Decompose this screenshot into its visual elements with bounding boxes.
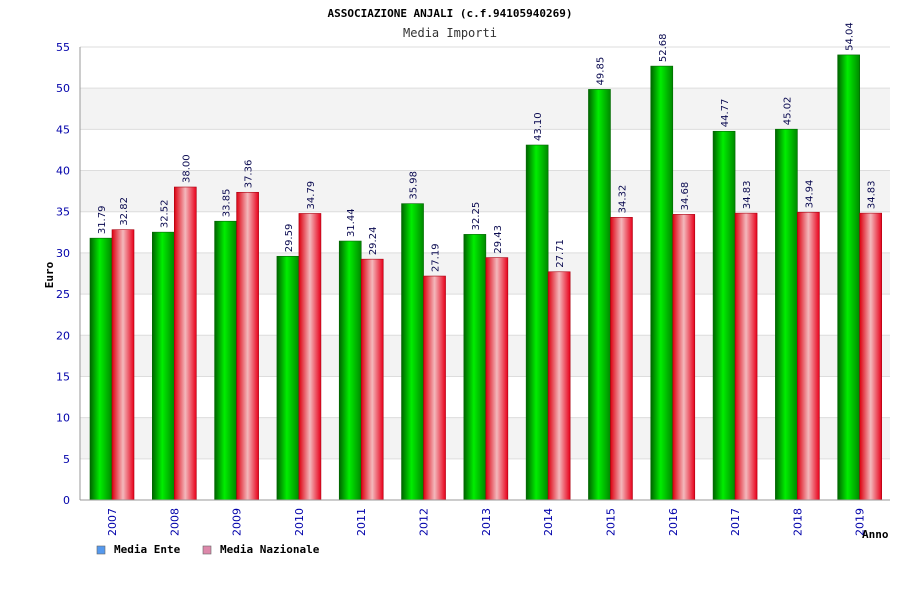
data-label: 32.82 — [119, 197, 130, 226]
x-tick-label: 2012 — [418, 508, 431, 536]
bar-media-nazionale-2012 — [423, 275, 446, 501]
bar-media-ente-2017 — [712, 130, 736, 501]
y-axis-ticks: 0 5 10 15 20 25 30 35 40 45 50 55 — [56, 41, 70, 507]
data-label: 54.04 — [845, 22, 856, 51]
y-tick-label: 25 — [56, 288, 70, 301]
legend-label: Media Ente — [114, 543, 181, 556]
x-tick-label: 2019 — [854, 508, 867, 536]
bars — [89, 54, 882, 501]
x-tick-label: 2007 — [106, 508, 119, 536]
plot-band — [80, 129, 890, 171]
x-tick-label: 2015 — [604, 508, 617, 536]
data-label: 35.98 — [409, 171, 420, 200]
bar-media-ente-2009 — [214, 220, 237, 501]
data-label: 32.25 — [471, 202, 482, 231]
bar-media-ente-2008 — [152, 231, 175, 501]
y-tick-label: 20 — [56, 329, 70, 342]
x-tick-label: 2009 — [231, 508, 244, 536]
bar-media-nazionale-2013 — [485, 257, 509, 501]
x-tick-label: 2010 — [293, 508, 306, 536]
data-label: 34.32 — [617, 185, 628, 214]
bar-media-ente-2019 — [837, 54, 860, 501]
data-label: 29.24 — [368, 227, 379, 256]
y-tick-label: 15 — [56, 370, 70, 383]
data-label: 32.52 — [159, 200, 170, 229]
data-label: 52.68 — [658, 33, 669, 62]
bar-media-nazionale-2017 — [734, 212, 758, 501]
data-label: 29.59 — [284, 224, 295, 253]
bar-media-ente-2011 — [338, 240, 362, 501]
data-label: 34.79 — [306, 181, 317, 210]
data-label: 29.43 — [493, 225, 504, 254]
data-label: 34.94 — [804, 180, 815, 209]
chart-subtitle: Media Importi — [403, 26, 497, 40]
bar-media-nazionale-2007 — [111, 229, 135, 501]
data-label: 34.68 — [680, 182, 691, 211]
data-label: 44.77 — [720, 99, 731, 128]
bar-media-nazionale-2014 — [547, 271, 571, 501]
x-tick-label: 2011 — [355, 508, 368, 536]
data-label: 27.71 — [555, 239, 566, 268]
plot-band — [80, 88, 890, 130]
y-tick-label: 0 — [63, 494, 70, 507]
bar-media-nazionale-2010 — [298, 213, 322, 501]
x-tick-label: 2008 — [168, 508, 181, 536]
y-tick-label: 45 — [56, 123, 70, 136]
bar-media-nazionale-2016 — [672, 214, 696, 501]
data-label: 33.85 — [222, 189, 233, 218]
bar-media-ente-2014 — [525, 144, 549, 501]
data-label: 34.83 — [742, 180, 753, 209]
data-label: 34.83 — [867, 180, 878, 209]
data-label: 31.79 — [97, 206, 108, 235]
data-label: 49.85 — [595, 57, 606, 86]
bar-media-nazionale-2009 — [236, 191, 259, 501]
y-tick-label: 10 — [56, 412, 70, 425]
legend-label: Media Nazionale — [220, 543, 320, 556]
bar-media-ente-2012 — [401, 203, 424, 501]
data-label: 27.19 — [431, 243, 442, 272]
data-label: 37.36 — [244, 160, 255, 189]
x-tick-label: 2017 — [729, 508, 742, 536]
bar-media-nazionale-2018 — [797, 211, 820, 501]
x-tick-label: 2014 — [542, 508, 555, 536]
bar-media-ente-2016 — [650, 65, 674, 501]
bar-media-nazionale-2008 — [174, 186, 197, 501]
bar-media-ente-2018 — [775, 128, 798, 501]
x-tick-label: 2016 — [667, 508, 680, 536]
bar-media-ente-2015 — [588, 89, 611, 501]
x-axis-label: Anno — [862, 528, 889, 541]
bar-media-ente-2010 — [276, 255, 300, 501]
y-tick-label: 50 — [56, 82, 70, 95]
y-tick-label: 35 — [56, 206, 70, 219]
x-axis-ticks: 2007 2008 2009 2010 2011 2012 2013 2014 2015 2016… — [106, 508, 867, 536]
y-axis-label: Euro — [43, 261, 56, 288]
chart-title: ASSOCIAZIONE ANJALI (c.f.94105940269) — [327, 7, 572, 20]
y-tick-label: 5 — [63, 453, 70, 466]
bar-media-nazionale-2019 — [859, 212, 882, 501]
legend-swatch — [202, 545, 212, 555]
y-tick-label: 30 — [56, 247, 70, 260]
bar-media-nazionale-2011 — [360, 258, 384, 501]
plot-band — [80, 170, 890, 212]
legend-swatch — [96, 545, 106, 555]
bar-media-ente-2013 — [463, 234, 487, 501]
plot-band — [80, 47, 890, 89]
data-label: 38.00 — [181, 154, 192, 183]
y-tick-label: 55 — [56, 41, 70, 54]
y-tick-label: 40 — [56, 165, 70, 178]
x-tick-label: 2018 — [791, 508, 804, 536]
data-label: 45.02 — [782, 97, 793, 126]
data-label: 31.44 — [346, 208, 357, 237]
legend: Media Ente Media Nazionale — [96, 543, 320, 556]
data-labels: 31.79 32.82 32.52 38.00 33.85 37.36 29.59 34.79… — [97, 22, 878, 272]
bar-media-nazionale-2015 — [610, 217, 633, 501]
data-label: 43.10 — [533, 112, 544, 141]
bar-media-ente-2007 — [89, 237, 113, 501]
x-tick-label: 2013 — [480, 508, 493, 536]
